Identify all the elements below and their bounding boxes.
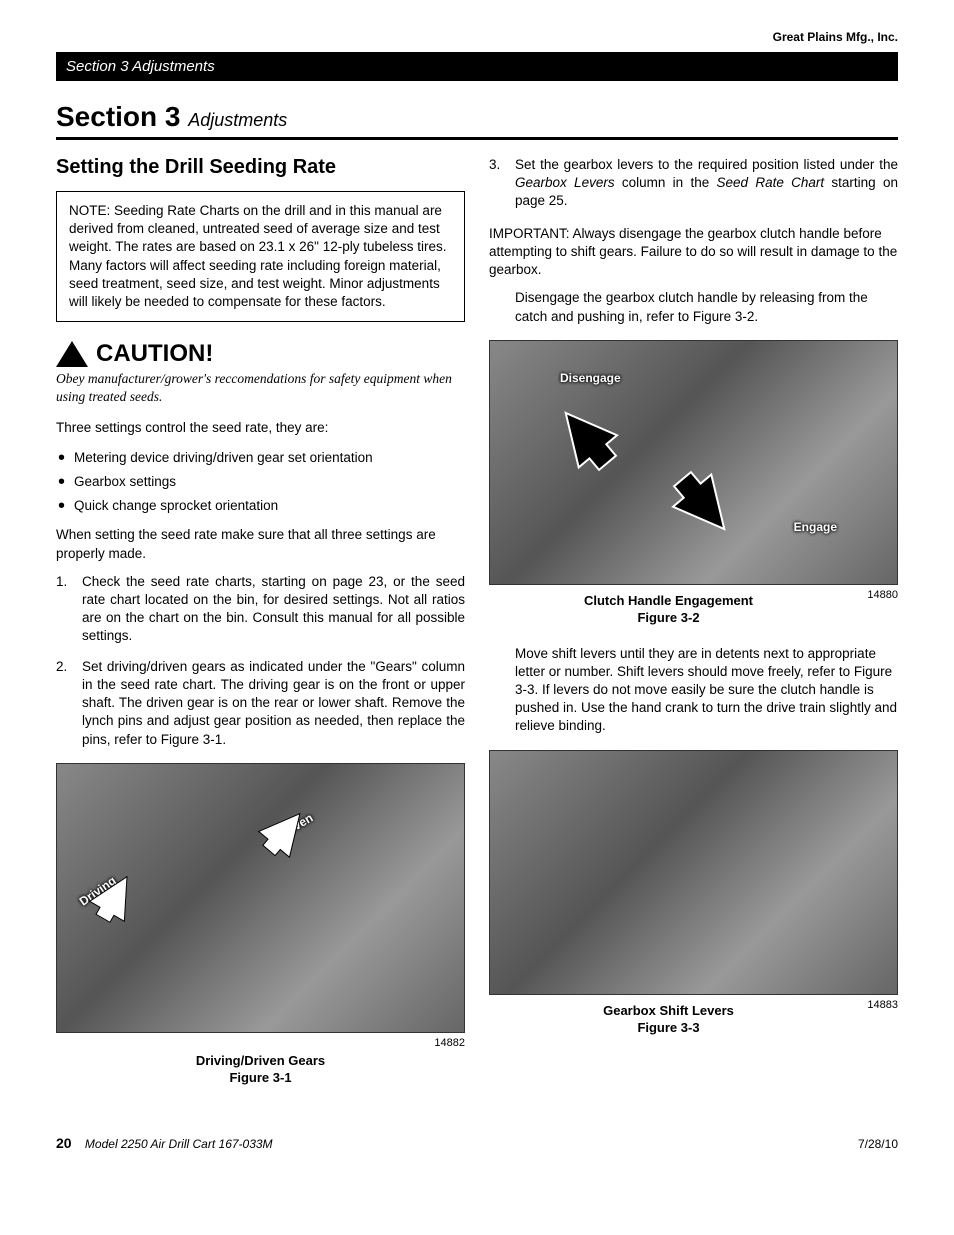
arrow-icon [87,864,147,924]
engage-arrow-icon [660,461,750,551]
list-item: Quick change sprocket orientation [56,496,465,516]
figure-id: 14880 [848,589,898,601]
figure-caption: Driving/Driven Gears Figure 3-1 [56,1053,465,1087]
figure-caption-line1: Clutch Handle Engagement [584,593,753,608]
indent-paragraph: Disengage the gearbox clutch handle by r… [489,289,898,325]
page-number: 20 [56,1135,72,1151]
step-item: Check the seed rate charts, starting on … [56,573,465,646]
figure-caption: Clutch Handle Engagement Figure 3-2 [489,593,848,627]
ordered-steps: Check the seed rate charts, starting on … [56,573,465,749]
list-item: Gearbox settings [56,472,465,492]
disengage-label: Disengage [560,371,621,385]
footer-left: 20 Model 2250 Air Drill Cart 167-033M [56,1135,273,1151]
note-box: NOTE: Seeding Rate Charts on the drill a… [56,191,465,322]
page-footer: 20 Model 2250 Air Drill Cart 167-033M 7/… [56,1135,898,1151]
two-column-layout: Setting the Drill Seeding Rate NOTE: See… [56,156,898,1105]
bullet-list: Metering device driving/driven gear set … [56,448,465,517]
ordered-steps-continued: Set the gearbox levers to the required p… [489,156,898,211]
step-item: Set driving/driven gears as indicated un… [56,658,465,749]
figure-caption-line1: Gearbox Shift Levers [603,1003,734,1018]
warning-triangle-icon [56,341,88,367]
step3-ital2: Seed Rate Chart [717,175,825,190]
arrow-icon [257,799,317,859]
intro-paragraph: Three settings control the seed rate, th… [56,419,465,437]
left-column: Setting the Drill Seeding Rate NOTE: See… [56,156,465,1105]
section-header-bar: Section 3 Adjustments [56,52,898,81]
figure-caption: Gearbox Shift Levers Figure 3-3 [489,1003,848,1037]
step-item: Set the gearbox levers to the required p… [489,156,898,211]
figure-caption-line2: Figure 3-2 [637,610,699,625]
important-paragraph: IMPORTANT: Always disengage the gearbox … [489,225,898,280]
footer-date: 7/28/10 [858,1137,898,1151]
figure-id: 14882 [56,1037,465,1049]
section-title: Section 3 Adjustments [56,101,898,133]
model-info: Model 2250 Air Drill Cart 167-033M [85,1137,273,1151]
figure-image [489,750,898,995]
step3-mid: column in the [615,175,717,190]
step3-ital1: Gearbox Levers [515,175,615,190]
indent-paragraph: Move shift levers until they are in dete… [489,645,898,736]
after-bullets-paragraph: When setting the seed rate make sure tha… [56,526,465,562]
right-column: Set the gearbox levers to the required p… [489,156,898,1105]
figure-3-3: Gearbox Shift Levers Figure 3-3 14883 [489,750,898,1037]
figure-caption-line2: Figure 3-1 [229,1070,291,1085]
caution-label: CAUTION! [96,340,213,368]
section-title-main: Section 3 [56,101,180,132]
section-title-sub: Adjustments [188,110,287,130]
figure-image: Driving Driven [56,763,465,1033]
title-rule [56,137,898,140]
figure-id: 14883 [848,999,898,1011]
company-name: Great Plains Mfg., Inc. [56,30,898,44]
caution-heading: CAUTION! [56,340,465,368]
figure-image: Disengage Engage [489,340,898,585]
figure-3-2: Disengage Engage Clutch Handle Engagemen… [489,340,898,627]
list-item: Metering device driving/driven gear set … [56,448,465,468]
step3-text: Set the gearbox levers to the required p… [515,157,898,172]
figure-caption-line1: Driving/Driven Gears [196,1053,325,1068]
disengage-arrow-icon [540,386,630,476]
caution-text: Obey manufacturer/grower's reccomendatio… [56,370,465,405]
engage-label: Engage [794,520,837,534]
subsection-heading: Setting the Drill Seeding Rate [56,156,465,179]
figure-3-1: Driving Driven 14882 Driving/Driven Gear… [56,763,465,1087]
figure-caption-line2: Figure 3-3 [637,1020,699,1035]
